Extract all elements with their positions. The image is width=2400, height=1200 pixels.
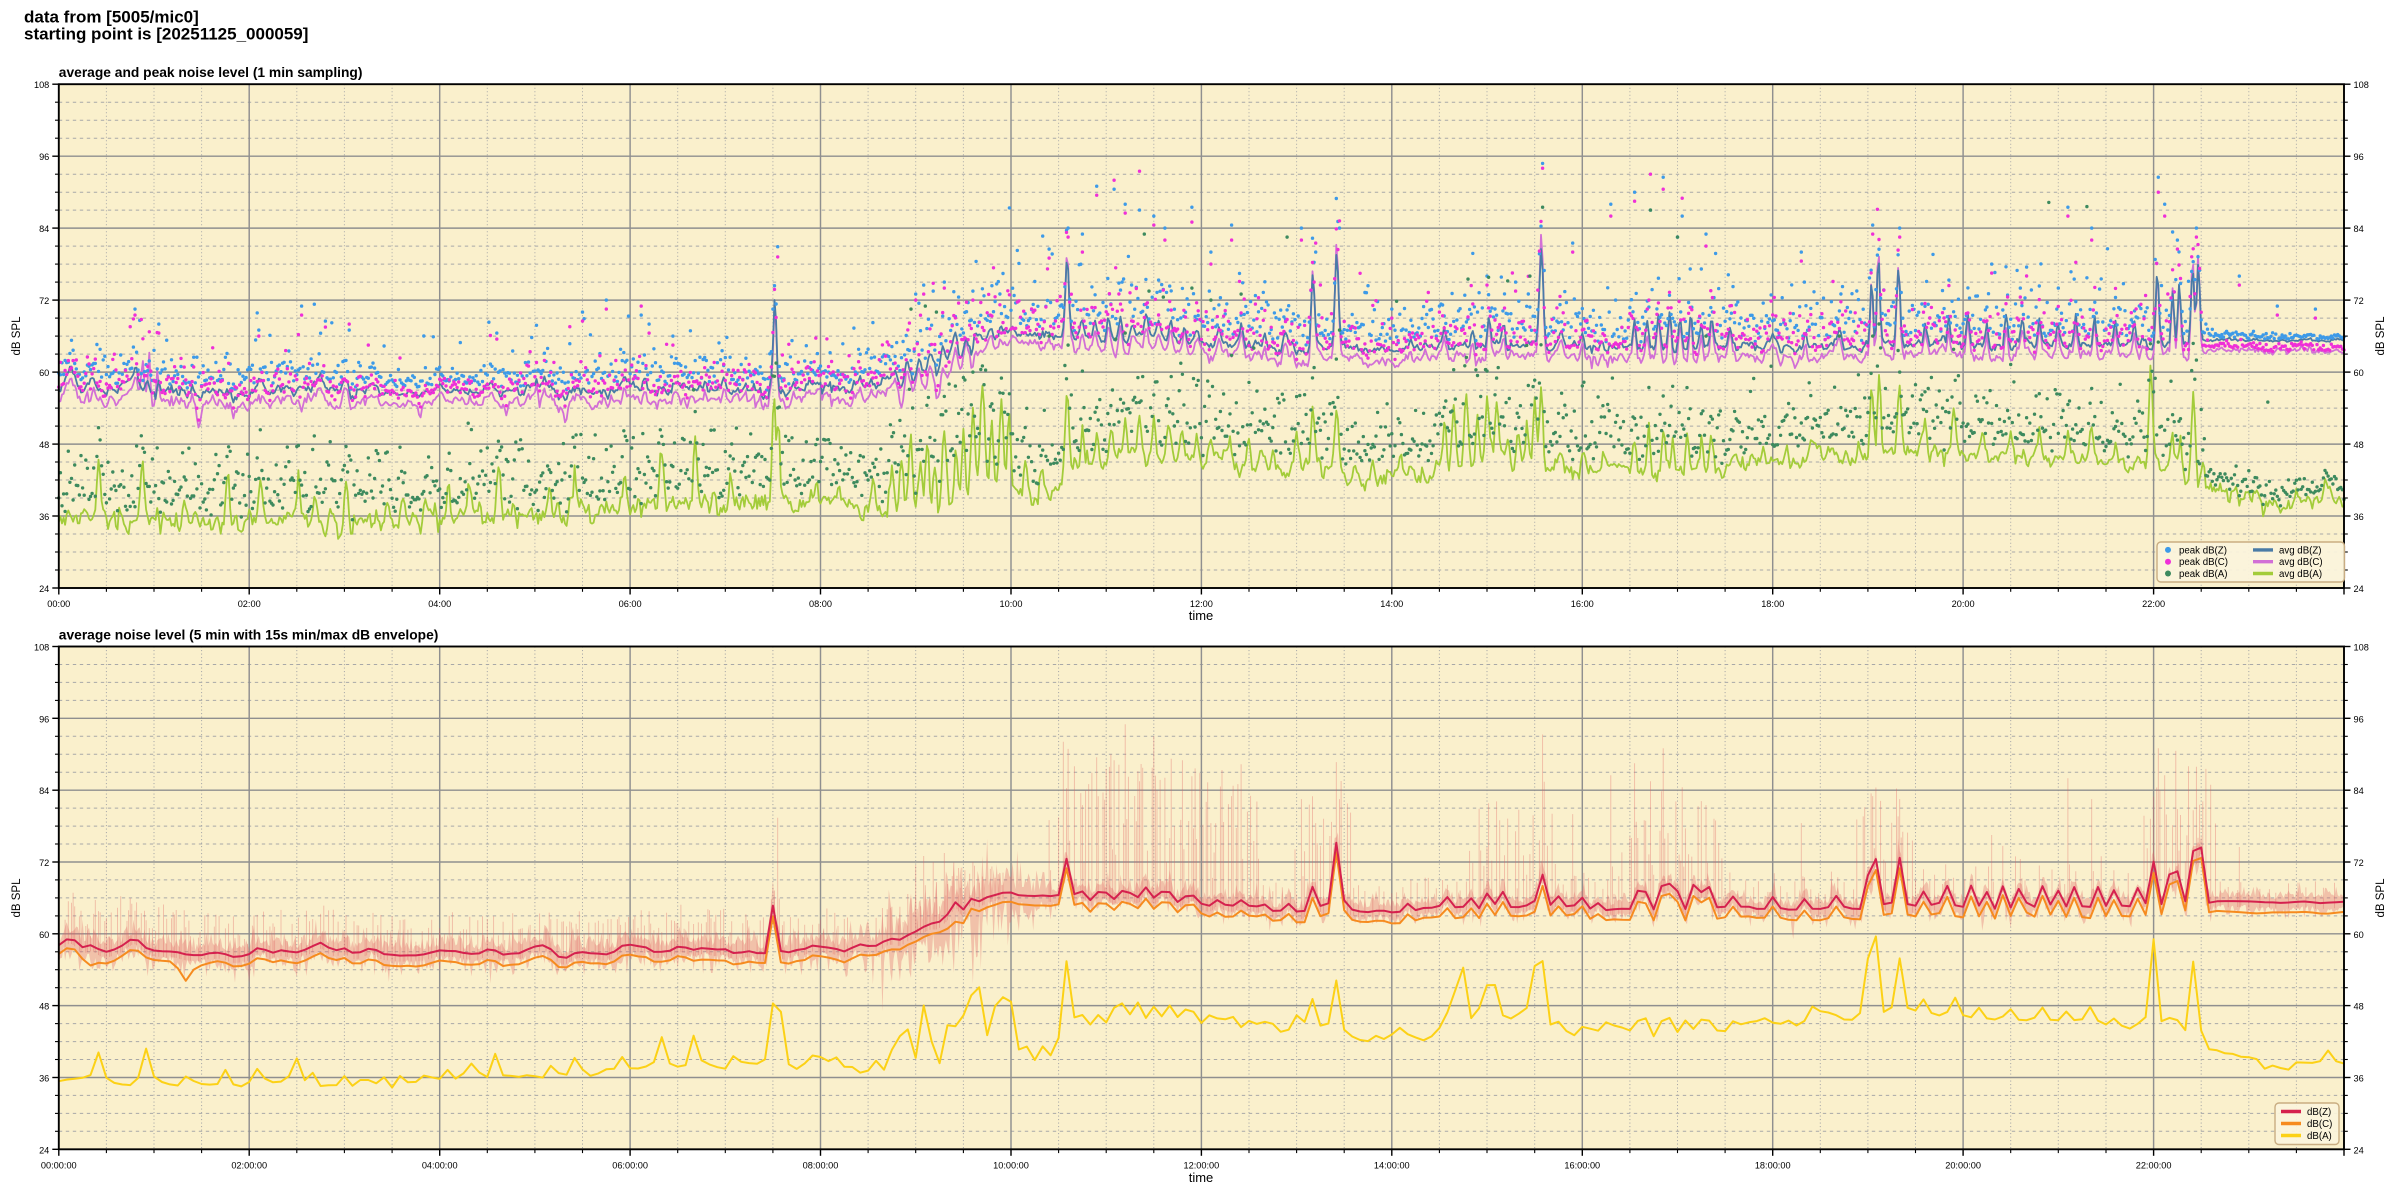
svg-text:60: 60 bbox=[2354, 930, 2364, 940]
svg-text:18:00:00: 18:00:00 bbox=[1755, 1161, 1791, 1171]
svg-text:08:00:00: 08:00:00 bbox=[803, 1161, 839, 1171]
svg-text:10:00: 10:00 bbox=[1000, 599, 1023, 609]
svg-text:108: 108 bbox=[2354, 80, 2369, 90]
svg-text:84: 84 bbox=[2354, 786, 2364, 796]
svg-text:14:00:00: 14:00:00 bbox=[1374, 1161, 1410, 1171]
svg-text:02:00: 02:00 bbox=[238, 599, 261, 609]
svg-text:dB SPL: dB SPL bbox=[11, 878, 23, 918]
svg-text:24: 24 bbox=[39, 1145, 49, 1155]
svg-text:dB SPL: dB SPL bbox=[11, 316, 23, 356]
svg-text:00:00: 00:00 bbox=[47, 599, 70, 609]
svg-text:dB SPL: dB SPL bbox=[2375, 316, 2387, 356]
svg-text:24: 24 bbox=[2354, 1145, 2364, 1155]
svg-text:dB SPL: dB SPL bbox=[2375, 878, 2387, 918]
svg-text:16:00: 16:00 bbox=[1571, 599, 1594, 609]
svg-text:72: 72 bbox=[39, 296, 49, 306]
svg-text:18:00: 18:00 bbox=[1761, 599, 1784, 609]
svg-text:14:00: 14:00 bbox=[1380, 599, 1403, 609]
svg-text:96: 96 bbox=[2354, 152, 2364, 162]
svg-text:72: 72 bbox=[2354, 858, 2364, 868]
svg-text:time: time bbox=[1189, 1170, 1214, 1185]
svg-text:36: 36 bbox=[39, 512, 49, 522]
svg-text:24: 24 bbox=[39, 584, 49, 594]
svg-text:avg dB(C): avg dB(C) bbox=[2279, 557, 2323, 568]
svg-text:average and peak noise level (: average and peak noise level (1 min samp… bbox=[59, 65, 363, 80]
svg-text:60: 60 bbox=[39, 368, 49, 378]
svg-text:avg dB(Z): avg dB(Z) bbox=[2279, 545, 2322, 556]
svg-text:36: 36 bbox=[39, 1074, 49, 1084]
svg-text:average noise level (5 min wit: average noise level (5 min with 15s min/… bbox=[59, 628, 439, 643]
svg-text:96: 96 bbox=[39, 152, 49, 162]
svg-text:20:00: 20:00 bbox=[1952, 599, 1975, 609]
svg-text:dB(C): dB(C) bbox=[2307, 1119, 2332, 1130]
svg-text:16:00:00: 16:00:00 bbox=[1564, 1161, 1600, 1171]
svg-text:108: 108 bbox=[2354, 643, 2369, 653]
svg-text:04:00:00: 04:00:00 bbox=[422, 1161, 458, 1171]
svg-text:84: 84 bbox=[2354, 224, 2364, 234]
svg-text:60: 60 bbox=[2354, 368, 2364, 378]
svg-text:48: 48 bbox=[2354, 440, 2364, 450]
svg-text:starting point is [20251125_00: starting point is [20251125_000059] bbox=[24, 25, 308, 44]
svg-text:48: 48 bbox=[39, 1002, 49, 1012]
svg-text:00:00:00: 00:00:00 bbox=[41, 1161, 77, 1171]
svg-text:12:00: 12:00 bbox=[1190, 599, 1213, 609]
svg-text:avg dB(A): avg dB(A) bbox=[2279, 569, 2322, 580]
svg-text:24: 24 bbox=[2354, 584, 2364, 594]
svg-text:108: 108 bbox=[34, 80, 49, 90]
svg-text:time: time bbox=[1189, 608, 1214, 623]
svg-text:peak dB(C): peak dB(C) bbox=[2179, 557, 2228, 568]
svg-text:22:00: 22:00 bbox=[2142, 599, 2165, 609]
svg-text:20:00:00: 20:00:00 bbox=[1945, 1161, 1981, 1171]
svg-text:data from [5005/mic0]: data from [5005/mic0] bbox=[24, 8, 199, 27]
svg-text:60: 60 bbox=[39, 930, 49, 940]
svg-text:96: 96 bbox=[2354, 714, 2364, 724]
svg-text:06:00: 06:00 bbox=[619, 599, 642, 609]
svg-text:84: 84 bbox=[39, 224, 49, 234]
svg-text:72: 72 bbox=[2354, 296, 2364, 306]
svg-text:22:00:00: 22:00:00 bbox=[2136, 1161, 2172, 1171]
svg-text:36: 36 bbox=[2354, 512, 2364, 522]
svg-text:36: 36 bbox=[2354, 1074, 2364, 1084]
svg-text:12:00:00: 12:00:00 bbox=[1184, 1161, 1220, 1171]
svg-text:10:00:00: 10:00:00 bbox=[993, 1161, 1029, 1171]
svg-text:72: 72 bbox=[39, 858, 49, 868]
svg-text:06:00:00: 06:00:00 bbox=[612, 1161, 648, 1171]
svg-text:84: 84 bbox=[39, 786, 49, 796]
svg-text:peak dB(A): peak dB(A) bbox=[2179, 569, 2227, 580]
svg-text:108: 108 bbox=[34, 643, 49, 653]
svg-text:96: 96 bbox=[39, 714, 49, 724]
svg-text:48: 48 bbox=[2354, 1002, 2364, 1012]
svg-text:dB(A): dB(A) bbox=[2307, 1131, 2332, 1142]
svg-text:02:00:00: 02:00:00 bbox=[231, 1161, 267, 1171]
svg-text:48: 48 bbox=[39, 440, 49, 450]
svg-text:peak dB(Z): peak dB(Z) bbox=[2179, 545, 2227, 556]
svg-text:08:00: 08:00 bbox=[809, 599, 832, 609]
svg-text:04:00: 04:00 bbox=[428, 599, 451, 609]
svg-text:dB(Z): dB(Z) bbox=[2307, 1107, 2331, 1118]
